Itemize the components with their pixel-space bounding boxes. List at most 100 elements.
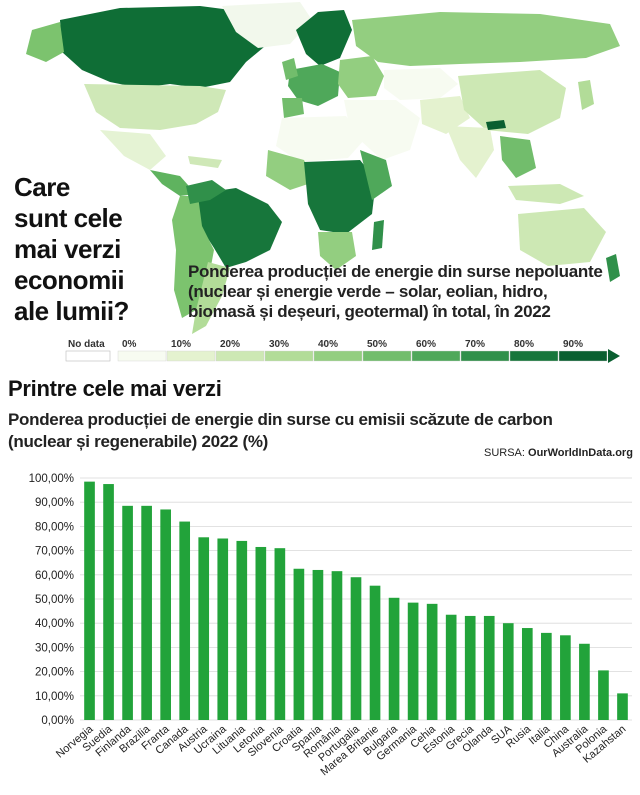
legend-swatch <box>558 350 608 362</box>
legend-no-data-swatch <box>65 350 111 362</box>
map-canada <box>60 6 270 88</box>
y-tick-label: 20,00% <box>35 667 74 679</box>
bar-chart: 0,00% 10,00% 20,00% 30,00% 40,00% 50,00% 60,00… <box>29 473 632 778</box>
headline-line: economii <box>14 265 125 295</box>
source-credit: SURSA: OurWorldInData.org <box>484 447 633 459</box>
legend-stop-label: 0% <box>122 339 137 350</box>
map-usa <box>84 84 226 130</box>
y-tick-label: 100,00% <box>29 473 74 485</box>
y-tick-label: 60,00% <box>35 570 74 582</box>
map-madagascar <box>372 220 384 250</box>
map-indonesia <box>508 184 584 204</box>
chart-subtitle-line: (nuclear și regenerabile) 2022 (%) <box>8 432 269 451</box>
map-russia <box>352 12 620 66</box>
y-tick-label: 50,00% <box>35 594 74 606</box>
bar <box>141 505 152 720</box>
bar <box>483 615 495 720</box>
legend-swatch <box>264 350 314 362</box>
legend-stop-label: 80% <box>514 339 534 350</box>
y-tick-label: 80,00% <box>35 521 74 533</box>
map-scandinavia <box>296 10 352 66</box>
bar <box>312 569 324 720</box>
legend-swatch <box>411 350 461 362</box>
map-japan <box>578 80 594 110</box>
headline: Care sunt cele mai verzi economii ale lu… <box>14 172 174 327</box>
map-venezuela-colombia <box>186 180 226 204</box>
map-iran-central-asia <box>420 96 470 134</box>
map-argentina <box>192 262 230 334</box>
bar <box>293 568 305 720</box>
legend-stop-label: 40% <box>318 339 338 350</box>
y-tick-label: 70,00% <box>35 546 74 558</box>
map-middle-east <box>344 100 420 160</box>
legend-stop-label: 50% <box>367 339 387 350</box>
bar <box>445 614 457 720</box>
map-subtitle-line: Ponderea producției de energie din surse… <box>188 262 603 281</box>
map-western-europe <box>288 64 340 106</box>
legend-stop-label: 70% <box>465 339 485 350</box>
bar <box>502 623 514 720</box>
map-north-africa <box>276 116 364 162</box>
bar <box>255 546 267 720</box>
y-tick-label: 90,00% <box>35 497 74 509</box>
map-new-zealand <box>606 254 620 282</box>
bar <box>464 615 476 720</box>
map-eastern-europe <box>338 56 384 98</box>
map-central-africa <box>304 160 376 234</box>
legend-stop-label: 10% <box>171 339 191 350</box>
legend-swatch <box>362 350 412 362</box>
map-subtitle: Ponderea producției de energie din surse… <box>188 262 633 322</box>
headline-line: ale lumii? <box>14 296 129 326</box>
legend-stop-label: 90% <box>563 339 583 350</box>
bar <box>521 628 533 720</box>
chart-subtitle: Ponderea producției de energie din surse… <box>8 409 553 453</box>
bar <box>617 693 628 720</box>
y-tick-label: 10,00% <box>35 691 74 703</box>
bar <box>369 585 381 720</box>
bar <box>274 548 286 720</box>
y-tick-label: 0,00% <box>41 715 74 727</box>
world-map <box>0 0 640 340</box>
map-caribbean <box>188 156 222 168</box>
bar <box>560 635 571 720</box>
map-central-america <box>150 170 196 196</box>
y-tick-label: 40,00% <box>35 618 74 630</box>
bar <box>407 602 419 720</box>
map-india <box>446 126 494 178</box>
map-subtitle-line: biomasă și deșeuri, geotermal) în total,… <box>188 302 551 321</box>
bar <box>84 481 95 720</box>
legend-swatch <box>509 350 559 362</box>
map-southeast-asia <box>500 136 536 178</box>
legend-stop-label: 60% <box>416 339 436 350</box>
legend-swatch <box>215 350 265 362</box>
map-west-africa <box>266 150 314 190</box>
chart-subtitle-line: Ponderea producției de energie din surse… <box>8 410 553 429</box>
headline-line: Care <box>14 172 70 202</box>
legend-swatch <box>166 350 216 362</box>
bar <box>426 603 438 720</box>
headline-line: sunt cele <box>14 203 123 233</box>
map-china <box>458 70 566 134</box>
bar <box>331 571 343 720</box>
bar <box>388 597 400 720</box>
map-australia <box>518 208 606 266</box>
world-map-area: Care sunt cele mai verzi economii ale lu… <box>0 0 640 370</box>
map-subtitle-line: (nuclear și energie verde – solar, eolia… <box>188 282 548 301</box>
section-title: Printre cele mai verzi <box>8 376 222 401</box>
map-legend: No data 0% 10% 20% 30% 40% 50% 60% 70% 80% 90% <box>65 339 620 363</box>
map-brazil <box>196 188 282 268</box>
bar <box>198 537 210 720</box>
map-mexico <box>100 130 166 170</box>
bar <box>236 540 248 720</box>
map-east-africa <box>360 150 392 200</box>
bar <box>122 505 133 720</box>
headline-line: mai verzi <box>14 234 121 264</box>
legend-swatch <box>313 350 363 362</box>
map-greenland <box>222 2 312 48</box>
map-kazakhstan <box>384 68 458 100</box>
bar <box>160 509 171 720</box>
bar <box>217 538 229 720</box>
legend-swatch <box>117 350 167 362</box>
bar <box>541 632 552 720</box>
legend-no-data-label: No data <box>68 339 105 350</box>
